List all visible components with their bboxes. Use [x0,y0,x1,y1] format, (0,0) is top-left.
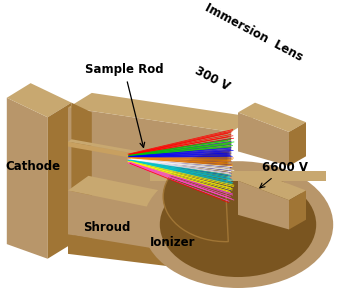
Polygon shape [71,103,92,244]
Text: Cathode: Cathode [5,160,60,173]
Polygon shape [68,234,187,268]
Text: Ionizer: Ionizer [150,236,195,249]
Polygon shape [7,83,71,117]
Polygon shape [68,93,255,132]
Text: 300 V: 300 V [192,64,232,94]
Polygon shape [150,171,326,181]
Text: Sample Rod: Sample Rod [85,63,164,147]
Polygon shape [289,122,306,166]
Polygon shape [68,176,207,215]
Ellipse shape [160,172,316,277]
Ellipse shape [143,161,333,288]
Polygon shape [238,103,306,132]
Polygon shape [68,190,187,254]
Polygon shape [238,171,306,200]
Text: Immersion  Lens: Immersion Lens [202,1,305,64]
Polygon shape [289,190,306,230]
Wedge shape [163,151,228,242]
Polygon shape [187,200,207,254]
Polygon shape [238,112,289,166]
Polygon shape [7,98,48,259]
Polygon shape [48,112,92,117]
Polygon shape [68,107,231,259]
Polygon shape [238,181,289,230]
Polygon shape [48,103,71,259]
Text: 6600 V: 6600 V [260,161,308,188]
Polygon shape [68,139,173,160]
Text: Shroud: Shroud [83,221,131,234]
Polygon shape [68,142,170,165]
